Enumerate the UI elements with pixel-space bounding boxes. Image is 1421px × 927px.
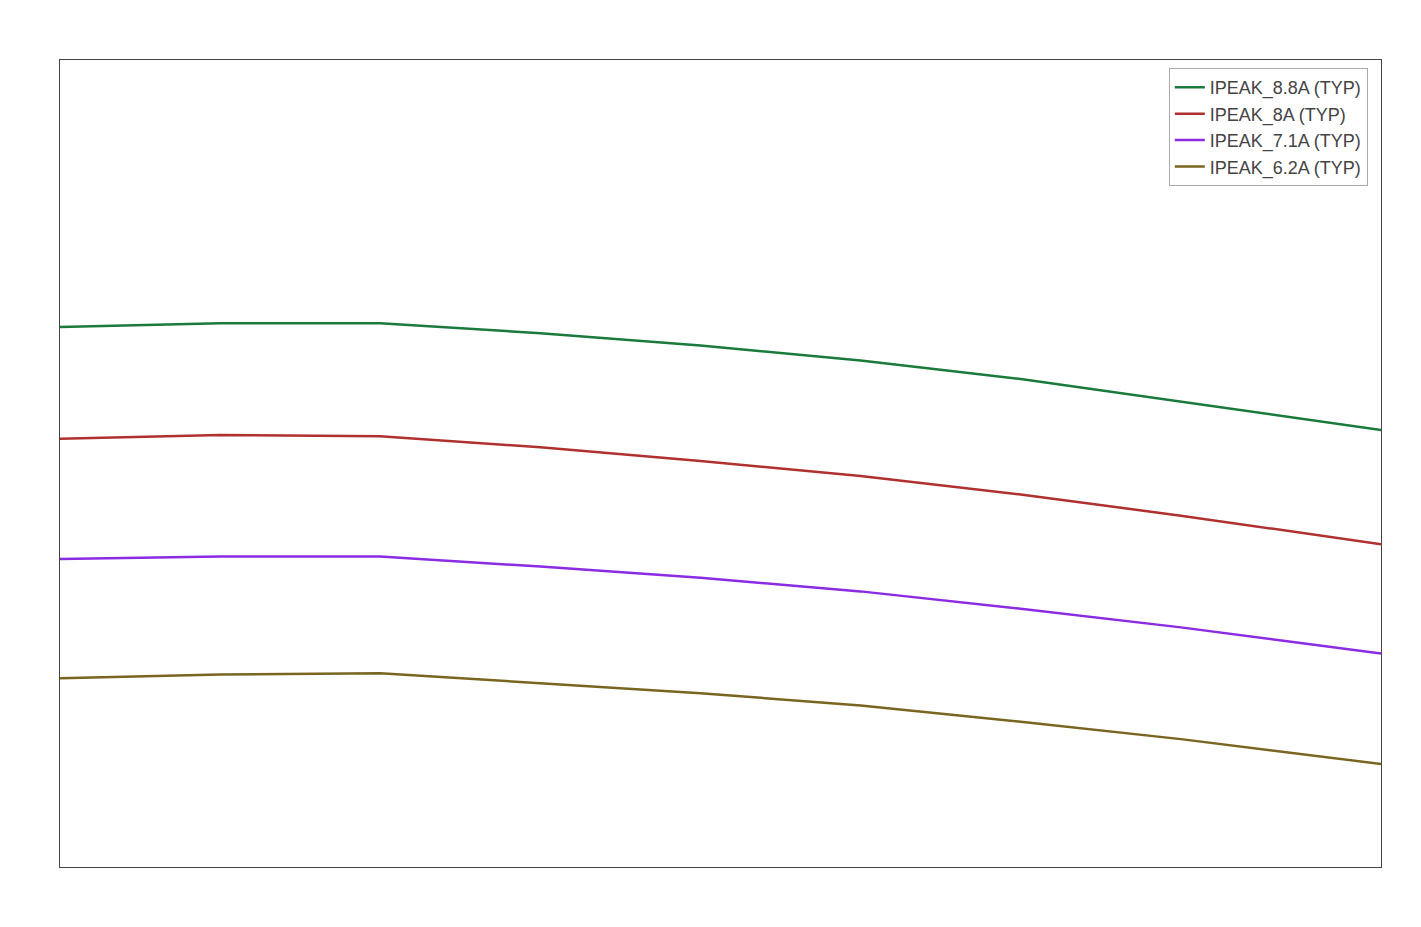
svg-text:IPEAK_8A (TYP): IPEAK_8A (TYP) bbox=[1210, 105, 1346, 126]
svg-text:IPEAK_8.8A (TYP): IPEAK_8.8A (TYP) bbox=[1210, 78, 1361, 99]
svg-text:IPEAK_7.1A (TYP): IPEAK_7.1A (TYP) bbox=[1210, 131, 1361, 152]
svg-text:IPEAK_6.2A (TYP): IPEAK_6.2A (TYP) bbox=[1210, 157, 1361, 178]
